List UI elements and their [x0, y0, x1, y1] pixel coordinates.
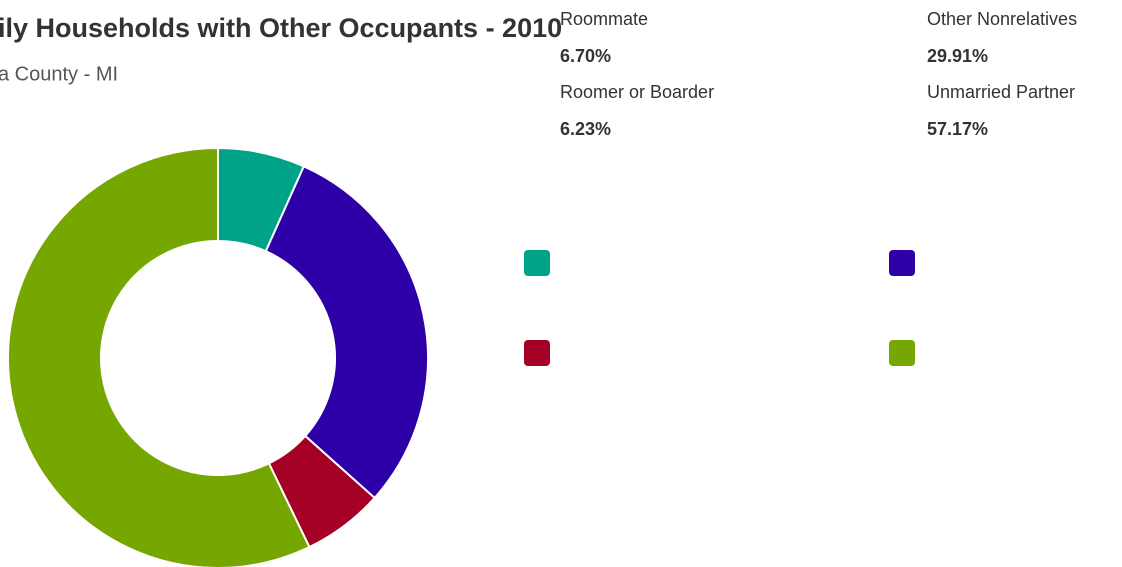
- chart-subtitle: a County - MI: [0, 63, 118, 85]
- legend-value: 6.70%: [560, 46, 611, 66]
- legend-label: Other Nonrelatives: [927, 9, 1077, 29]
- legend-value: 57.17%: [927, 119, 988, 139]
- legend-swatch: [524, 340, 550, 366]
- legend-label: Roommate: [560, 9, 648, 29]
- chart-title: ily Households with Other Occupants - 20…: [0, 13, 562, 43]
- legend-label: Unmarried Partner: [927, 82, 1075, 102]
- legend-swatch: [889, 250, 915, 276]
- legend-value: 29.91%: [927, 46, 988, 66]
- slice: [264, 165, 429, 500]
- legend-value: 6.23%: [560, 119, 611, 139]
- legend-swatch: [889, 340, 915, 366]
- legend-swatch: [524, 250, 550, 276]
- slice: [7, 146, 311, 567]
- legend-label: Roomer or Boarder: [560, 82, 714, 102]
